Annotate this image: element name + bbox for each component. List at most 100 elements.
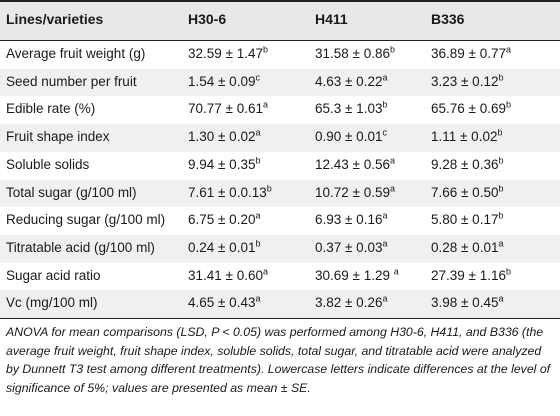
- table-cell: 36.89 ± 0.77a: [431, 44, 511, 61]
- cell-value: 6.75 ± 0.20: [188, 212, 256, 228]
- table-cell: 6.75 ± 0.20a: [188, 211, 260, 228]
- bottom-rule: [0, 318, 560, 319]
- cell-value: 0.24 ± 0.01: [188, 239, 256, 255]
- cell-value: 1.54 ± 0.09: [188, 73, 256, 89]
- cell-value: 5.80 ± 0.17: [431, 212, 499, 228]
- table-cell: 65.3 ± 1.03b: [315, 99, 388, 117]
- significance-letter: a: [498, 238, 504, 249]
- table-cell: 7.66 ± 0.50b: [431, 184, 503, 200]
- table-header-row: Lines/varieties H30-6 H411 B336: [0, 0, 560, 40]
- table-cell: 12.43 ± 0.56a: [315, 155, 395, 172]
- cell-value: 0.28 ± 0.01: [431, 239, 499, 255]
- row-label: Seed number per fruit: [6, 73, 137, 89]
- cell-value: 36.89 ± 0.77: [431, 46, 506, 61]
- row-label: Titratable acid (g/100 ml): [6, 239, 155, 255]
- table-row: Soluble solids 9.94 ± 0.35b 12.43 ± 0.56a 9…: [0, 152, 560, 180]
- cell-value: 7.66 ± 0.50: [431, 184, 499, 200]
- cell-value: 1.30 ± 0.02: [188, 129, 256, 145]
- cell-value: 31.58 ± 0.86: [315, 46, 390, 61]
- cell-value: 4.63 ± 0.22: [315, 73, 383, 89]
- table-cell: 3.23 ± 0.12b: [431, 72, 504, 89]
- table-cell: 31.58 ± 0.86b: [315, 44, 395, 61]
- significance-letter: b: [505, 266, 511, 277]
- table-cell: 4.65 ± 0.43a: [188, 293, 261, 311]
- table-row: Seed number per fruit 1.54 ± 0.09c 4.63 ± …: [0, 68, 560, 97]
- cell-value: 27.39 ± 1.16: [431, 267, 506, 283]
- table-cell: 31.41 ± 0.60a: [188, 267, 268, 283]
- table-cell: 6.93 ± 0.16a: [315, 210, 388, 228]
- row-label: Edible rate (%): [6, 101, 96, 117]
- significance-letter: b: [389, 44, 395, 55]
- significance-letter: b: [498, 155, 504, 166]
- cell-value: 31.41 ± 0.60: [188, 267, 263, 283]
- row-label: Vc (mg/100 ml): [6, 295, 98, 311]
- table-row: Sugar acid ratio 31.41 ± 0.60a 30.69 ± 1.2…: [0, 263, 560, 291]
- cell-value: 0.90 ± 0.01: [315, 129, 383, 145]
- table-cell: 9.28 ± 0.36b: [431, 155, 504, 172]
- table-footnote: ANOVA for mean comparisons (LSD, P < 0.0…: [6, 325, 551, 396]
- cell-value: 32.59 ± 1.47: [188, 46, 263, 61]
- table-cell: 30.69 ± 1.29 a: [315, 266, 399, 283]
- significance-letter: a: [389, 155, 395, 166]
- significance-letter: c: [382, 127, 387, 138]
- table-row: Average fruit weight (g) 32.59 ± 1.47b 31.…: [0, 41, 560, 69]
- cell-value: 7.61 ± 0.0.13: [188, 184, 267, 200]
- table-cell: 0.90 ± 0.01c: [315, 127, 387, 145]
- table-cell: 0.28 ± 0.01a: [431, 238, 504, 255]
- significance-letter: a: [498, 293, 504, 304]
- header-rule: [0, 40, 560, 41]
- table-cell: 3.82 ± 0.26a: [315, 293, 388, 311]
- significance-letter: a: [382, 72, 388, 83]
- cell-value: 65.76 ± 0.69: [431, 101, 506, 117]
- significance-letter: b: [505, 99, 511, 110]
- table-cell: 3.98 ± 0.45a: [431, 293, 504, 311]
- table-cell: 0.24 ± 0.01b: [188, 239, 260, 255]
- significance-letter: a: [505, 44, 511, 55]
- significance-letter: b: [498, 72, 504, 83]
- significance-letter: b: [497, 127, 503, 138]
- significance-letter: a: [382, 238, 388, 249]
- table-cell: 0.37 ± 0.03a: [315, 238, 388, 255]
- table-cell: 10.72 ± 0.59a: [315, 184, 395, 200]
- table-cell: 4.63 ± 0.22a: [315, 72, 388, 89]
- significance-letter: a: [393, 266, 399, 277]
- significance-letter: a: [255, 127, 261, 138]
- cell-value: 1.11 ± 0.02: [431, 129, 498, 145]
- cell-value: 3.82 ± 0.26: [315, 295, 383, 311]
- significance-letter: a: [255, 293, 261, 304]
- cell-value: 65.3 ± 1.03: [315, 101, 383, 117]
- cell-value: 3.98 ± 0.45: [431, 295, 499, 311]
- significance-letter: b: [382, 99, 388, 110]
- table-cell: 9.94 ± 0.35b: [188, 155, 261, 172]
- significance-letter: b: [498, 210, 504, 221]
- row-label: Soluble solids: [6, 156, 90, 172]
- table-row: Edible rate (%) 70.77 ± 0.61a 65.3 ± 1.03b…: [0, 96, 560, 124]
- significance-letter: a: [382, 210, 388, 221]
- significance-letter: a: [382, 293, 388, 304]
- top-rule: [0, 0, 560, 2]
- row-label: Reducing sugar (g/100 ml): [6, 212, 166, 228]
- significance-letter: b: [255, 155, 261, 166]
- table-row: Vc (mg/100 ml) 4.65 ± 0.43a 3.82 ± 0.26a 3.…: [0, 290, 560, 319]
- row-label: Total sugar (g/100 ml): [6, 184, 137, 200]
- table-cell: 1.30 ± 0.02a: [188, 127, 261, 145]
- significance-letter: c: [255, 72, 260, 83]
- table-cell: 70.77 ± 0.61a: [188, 100, 268, 116]
- header-b336: B336: [431, 11, 465, 27]
- cell-value: 9.28 ± 0.36: [431, 156, 499, 172]
- cell-value: 9.94 ± 0.35: [188, 156, 256, 172]
- cell-value: 6.93 ± 0.16: [315, 212, 383, 228]
- table-cell: 5.80 ± 0.17b: [431, 210, 504, 228]
- table-cell: 27.39 ± 1.16b: [431, 266, 511, 283]
- cell-value: 3.23 ± 0.12: [431, 73, 499, 89]
- cell-value: 12.43 ± 0.56: [315, 156, 390, 172]
- table-row: Total sugar (g/100 ml) 7.61 ± 0.0.13b 10.7…: [0, 179, 560, 208]
- table-cell: 32.59 ± 1.47b: [188, 45, 268, 61]
- cell-value: 0.37 ± 0.03: [315, 239, 383, 255]
- header-h411: H411: [315, 11, 348, 27]
- cell-value: 10.72 ± 0.59: [315, 184, 390, 200]
- header-lines-varieties: Lines/varieties: [6, 11, 104, 27]
- cell-value: 4.65 ± 0.43: [188, 295, 256, 311]
- row-label: Sugar acid ratio: [6, 267, 101, 283]
- table-row: Reducing sugar (g/100 ml) 6.75 ± 0.20a 6.9…: [0, 207, 560, 235]
